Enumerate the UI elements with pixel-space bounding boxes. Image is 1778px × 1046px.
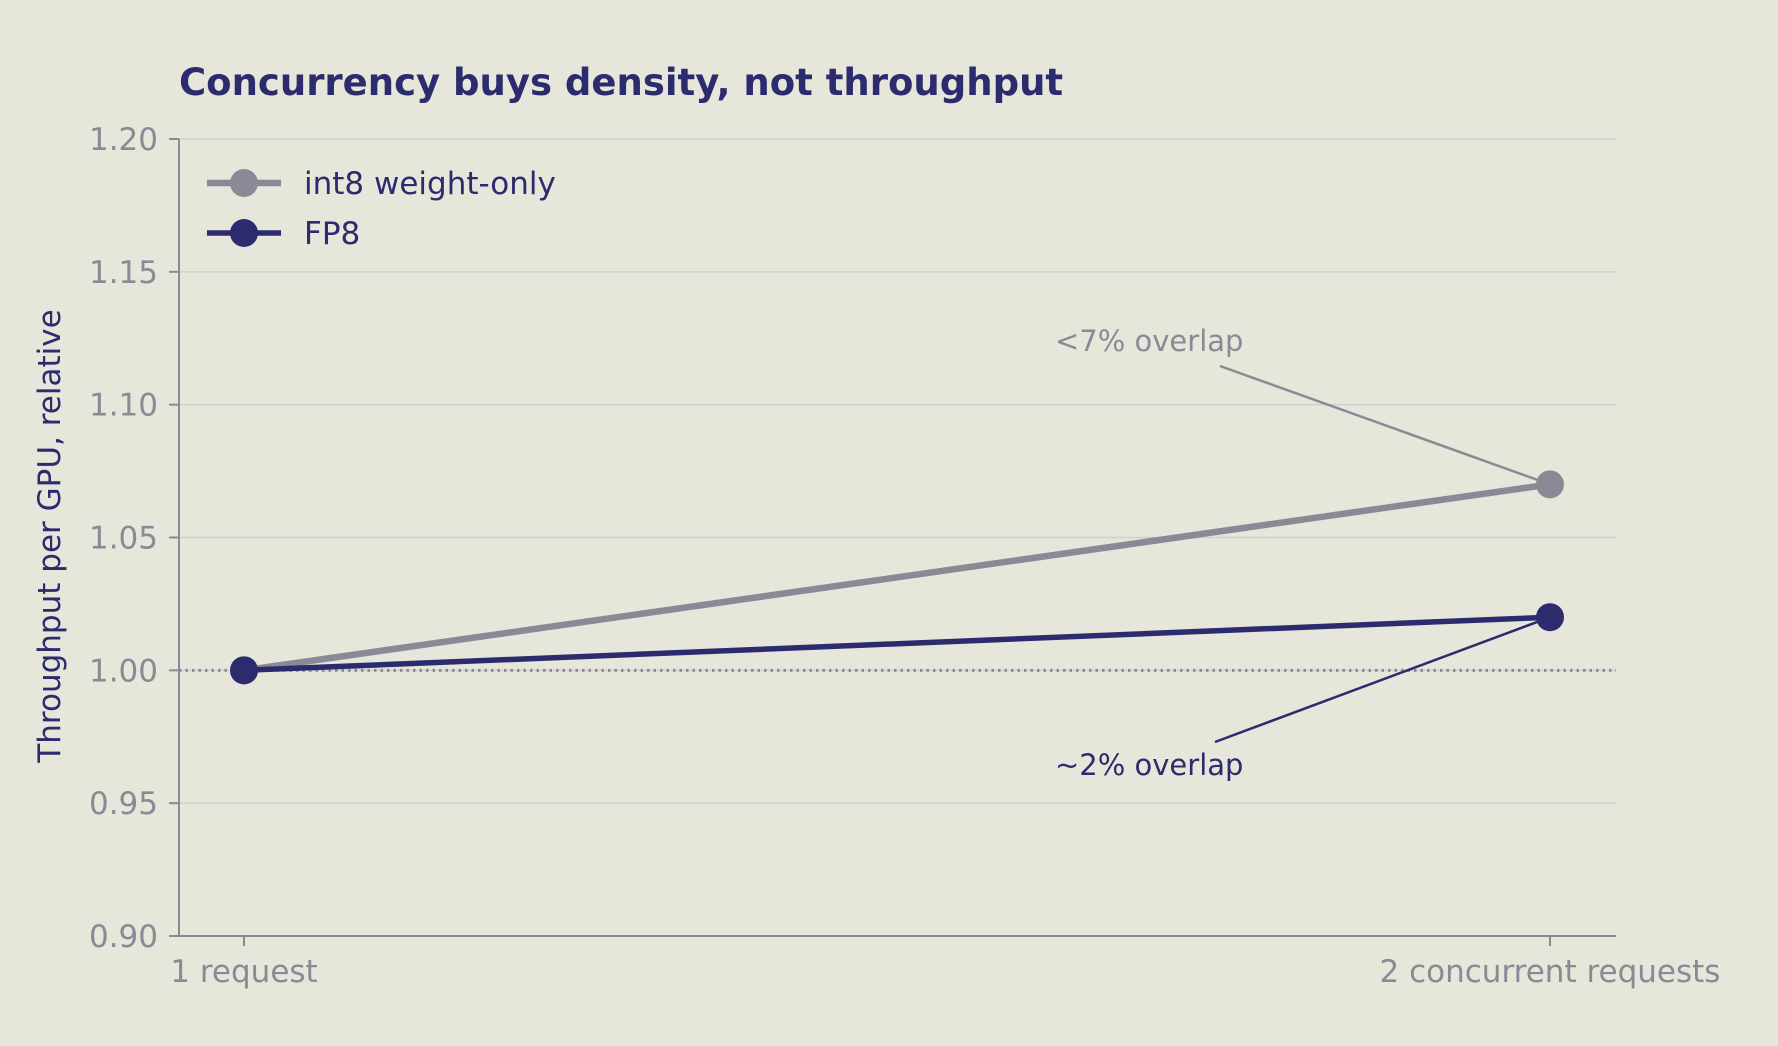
annotation-label: ~2% overlap: [1055, 748, 1243, 782]
series-line: [241, 614, 1553, 674]
y-tick-label: 1.10: [89, 388, 158, 424]
grid-lines: [179, 138, 1616, 804]
legend-marker-swatch: [230, 169, 258, 197]
y-tick-label: 1.00: [89, 653, 158, 689]
y-tick-label: 1.05: [89, 521, 158, 557]
y-tick-label: 0.90: [89, 919, 158, 955]
legend-marker-swatch: [230, 219, 258, 247]
data-point-marker: [1536, 603, 1564, 632]
y-tick-label: 1.15: [89, 255, 158, 291]
data-point-marker: [1536, 470, 1564, 499]
annotation-leader-line: [1214, 616, 1551, 744]
series: [230, 470, 1564, 685]
x-tick-label: 1 request: [170, 954, 317, 990]
x-tick-label: 2 concurrent requests: [1380, 954, 1721, 990]
y-tick-label: 1.20: [89, 122, 158, 158]
y-axis-label: Throughput per GPU, relative: [32, 309, 68, 763]
legend-label: FP8: [304, 216, 360, 252]
x-ticks: 1 request 2 concurrent requests: [170, 936, 1720, 990]
y-tick-label: 0.95: [89, 786, 158, 822]
y-ticks: 0.90 0.95 1.00 1.05 1.10 1.15 1.20: [89, 122, 179, 955]
chart-title: Concurrency buys density, not throughput: [179, 61, 1063, 104]
annotation-label: <7% overlap: [1055, 324, 1243, 358]
legend: int8 weight-only FP8: [207, 166, 556, 252]
data-point-marker: [230, 656, 258, 685]
annotation-leader-line: [1219, 364, 1551, 486]
series-line: [240, 481, 1554, 674]
legend-label: int8 weight-only: [304, 166, 556, 202]
annotations: <7% overlap ~2% overlap: [1055, 324, 1551, 782]
